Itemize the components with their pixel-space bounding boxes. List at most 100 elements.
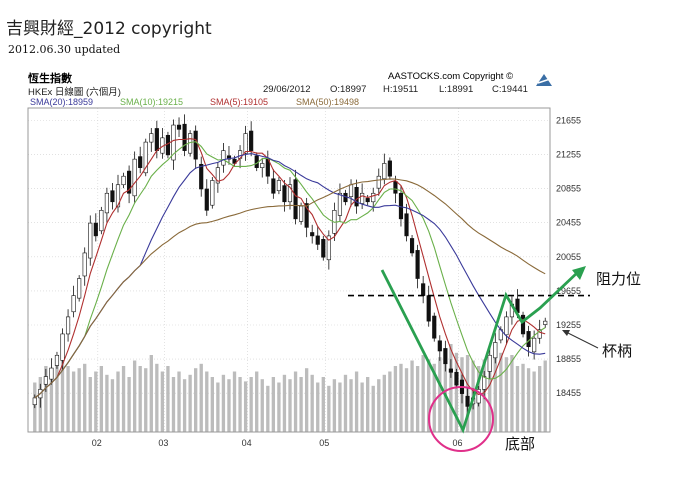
- quote-date: 29/06/2012: [263, 84, 311, 95]
- volume-bar: [227, 379, 231, 432]
- candle-body: [493, 342, 498, 359]
- x-tick-label: 02: [92, 438, 102, 448]
- volume-bar: [182, 379, 187, 432]
- y-tick-label: 20055: [556, 252, 581, 262]
- volume-bar: [493, 349, 497, 432]
- volume-bar: [199, 363, 203, 432]
- volume-bar: [243, 381, 248, 432]
- candle-body: [415, 250, 420, 279]
- candle-body: [421, 283, 426, 296]
- volume-bar: [155, 363, 159, 432]
- volume-bar: [332, 379, 337, 432]
- candle-body: [310, 232, 315, 237]
- candle-body: [215, 167, 220, 184]
- quote-open: O:18997: [330, 84, 367, 95]
- volume-bar: [116, 371, 120, 432]
- volume-bar: [55, 355, 59, 432]
- volume-bar: [88, 377, 92, 432]
- candle-body: [382, 163, 387, 180]
- y-tick-label: 19655: [556, 286, 581, 296]
- candle-body: [465, 395, 470, 407]
- sma-lines: [34, 138, 546, 399]
- candle-body: [532, 337, 537, 353]
- volume-bar: [399, 363, 403, 432]
- volume-bar: [177, 371, 181, 432]
- volume-bar: [360, 382, 364, 432]
- aastocks-logo-icon: [536, 74, 552, 86]
- candle-body: [476, 389, 481, 404]
- handle-label: 杯柄: [602, 342, 633, 360]
- volume-bar: [454, 352, 459, 432]
- candle-body: [409, 238, 415, 254]
- volume-bar: [99, 366, 104, 432]
- volume-bar: [260, 379, 264, 432]
- axes: 21655 21255 20855 20455 20055 19655 19255 18855…: [27, 107, 581, 448]
- volume-bar: [71, 371, 76, 432]
- volume-bar: [415, 366, 420, 432]
- candle-body: [293, 179, 298, 220]
- volume-bar: [188, 374, 192, 432]
- candle-body: [404, 213, 409, 237]
- volume-bar: [432, 363, 436, 432]
- volume-bar: [149, 355, 153, 432]
- volume-bar: [310, 374, 314, 432]
- candle-body: [432, 315, 437, 339]
- candle-body: [182, 123, 187, 151]
- volume-bar: [354, 371, 359, 432]
- y-tick-label: 21255: [556, 149, 581, 159]
- volume-bar: [538, 366, 542, 432]
- volume-bar: [410, 360, 414, 432]
- volume-bar: [349, 379, 353, 432]
- y-tick-label: 21655: [556, 115, 581, 125]
- volume-bar: [216, 382, 220, 432]
- sma5-legend: SMA(5):19105: [210, 97, 269, 107]
- candle-body: [371, 192, 376, 203]
- volume-bar: [510, 355, 514, 432]
- volume-bar: [160, 371, 165, 432]
- volume-bar: [144, 368, 148, 432]
- candle-body: [304, 203, 309, 228]
- candle-body: [299, 205, 304, 222]
- volume-bar: [249, 377, 253, 432]
- candle-body: [326, 235, 331, 261]
- arrow-head-icon: [572, 266, 586, 280]
- candle-body: [121, 175, 126, 186]
- volume-bar: [205, 371, 209, 432]
- volume-bar: [299, 377, 303, 432]
- plot-border: [27, 107, 551, 433]
- candle-body: [221, 150, 226, 166]
- sma5-line: [34, 138, 546, 399]
- volume-bar: [321, 377, 325, 432]
- volume-bar: [66, 366, 70, 432]
- volume-bar: [110, 379, 115, 432]
- candle-body: [32, 397, 37, 406]
- cup-pattern-arrow: [380, 269, 579, 434]
- x-tick-label: 05: [319, 438, 329, 448]
- candle-body: [204, 188, 209, 211]
- candle-body: [348, 184, 354, 197]
- candle-body: [49, 367, 54, 380]
- volume-bar: [282, 374, 287, 432]
- candle-body: [226, 155, 232, 160]
- annotation-shapes: [348, 266, 599, 452]
- y-tick-label: 18455: [556, 388, 581, 398]
- volume-bar: [60, 360, 65, 432]
- volume-bar: [393, 366, 398, 432]
- stock-name: 恆生指數: [28, 72, 72, 85]
- volume-bar: [382, 374, 386, 432]
- volume-bar: [94, 371, 98, 432]
- candle-body: [321, 239, 326, 258]
- candle-body: [437, 340, 442, 352]
- volume-bar: [221, 374, 226, 432]
- y-tick-label: 20455: [556, 218, 581, 228]
- volume-bar: [288, 379, 292, 432]
- aastocks-copyright: AASTOCKS.com Copyright ©: [388, 71, 514, 82]
- candle-body: [271, 178, 276, 194]
- volume-bar: [49, 371, 54, 432]
- volume-bar: [371, 385, 375, 432]
- candle-body: [337, 192, 343, 216]
- volume-bar: [171, 377, 176, 432]
- volume-bar: [105, 374, 109, 432]
- x-tick-label: 04: [242, 438, 252, 448]
- logo-stroke: [537, 78, 551, 84]
